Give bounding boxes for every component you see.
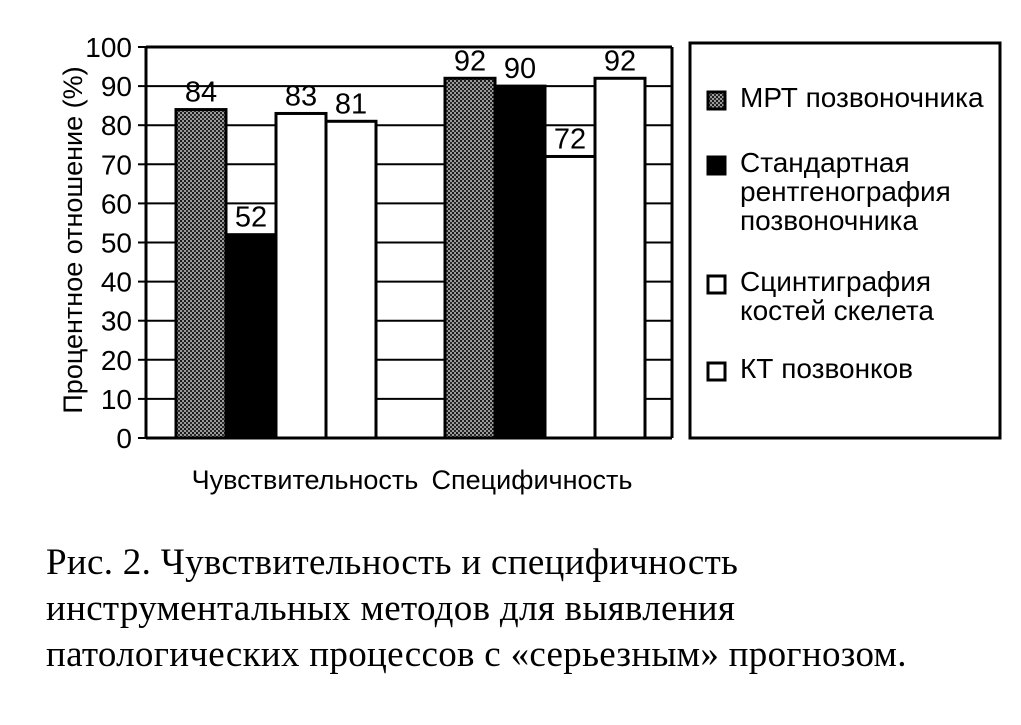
x-category-label: Специфичность bbox=[432, 465, 633, 495]
y-tick-label: 40 bbox=[101, 267, 132, 298]
y-tick-label: 20 bbox=[101, 345, 132, 376]
legend-label: Стандартная bbox=[740, 147, 910, 178]
y-tick-label: 70 bbox=[101, 149, 132, 180]
caption-text: Чувствительность и специфичность инструм… bbox=[46, 542, 907, 675]
data-label: 83 bbox=[285, 80, 317, 112]
legend-label: КТ позвонков bbox=[740, 353, 913, 384]
y-tick-label: 100 bbox=[85, 32, 132, 63]
y-tick-label: 10 bbox=[101, 384, 132, 415]
bar bbox=[274, 111, 328, 440]
bar bbox=[224, 233, 278, 440]
y-tick-label: 50 bbox=[101, 228, 132, 259]
y-tick-label: 60 bbox=[101, 188, 132, 219]
y-tick-label: 90 bbox=[101, 71, 132, 102]
data-label: 72 bbox=[554, 123, 586, 155]
data-label: 90 bbox=[504, 53, 536, 85]
y-tick-label: 30 bbox=[101, 306, 132, 337]
legend-label: позвоночника bbox=[740, 205, 918, 236]
data-label: 81 bbox=[335, 88, 367, 120]
legend-label: костей скелета bbox=[740, 295, 934, 326]
figure-caption: Рис. 2. Чувствительность и специфичность… bbox=[46, 540, 996, 678]
y-axis-title: Процентное отношение (%) bbox=[58, 66, 88, 413]
plot-area: 0 10 20 30 40 50 60 70 80 90 100 84 52 83 81 92 90 72 92 Чу… bbox=[85, 32, 674, 495]
bar bbox=[443, 76, 497, 440]
y-tick-label: 0 bbox=[116, 423, 132, 454]
legend-box bbox=[688, 41, 1002, 440]
legend-swatch bbox=[706, 90, 727, 111]
bar bbox=[543, 154, 597, 440]
legend-label: Сцинтиграфия bbox=[740, 266, 931, 297]
data-label: 52 bbox=[235, 202, 267, 234]
legend-label: МРТ позвоночника bbox=[740, 82, 984, 113]
caption-figure-number: Рис. 2. bbox=[46, 542, 152, 583]
bar bbox=[593, 76, 647, 440]
bar bbox=[493, 84, 547, 440]
x-category-label: Чувствительность bbox=[192, 465, 419, 495]
y-tick-label: 80 bbox=[101, 110, 132, 141]
legend-swatch bbox=[706, 155, 727, 176]
bar bbox=[174, 108, 228, 440]
legend-label: рентгенография bbox=[740, 176, 951, 207]
legend: МРТ позвоночника Стандартнаярентгенографи… bbox=[688, 41, 1002, 440]
legend-swatch bbox=[706, 361, 727, 382]
data-label: 92 bbox=[604, 45, 636, 77]
legend-swatch bbox=[706, 274, 727, 295]
data-label: 84 bbox=[185, 77, 217, 109]
bar-chart: 0 10 20 30 40 50 60 70 80 90 100 84 52 83 81 92 90 72 92 Чу… bbox=[58, 32, 1002, 495]
bar bbox=[324, 119, 378, 440]
data-label: 92 bbox=[454, 45, 486, 77]
